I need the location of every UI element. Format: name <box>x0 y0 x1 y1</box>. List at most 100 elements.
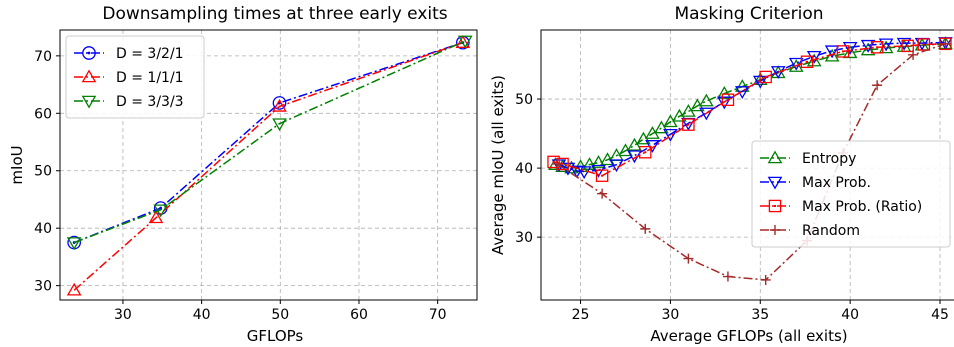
left-plot-frame <box>59 29 478 301</box>
right-chart: Masking Criterion Average GFLOPs (all ex… <box>489 4 954 345</box>
right-series-max-prob-ratio-marker-dot <box>806 60 809 63</box>
left-x-tick-label-70: 70 <box>429 307 447 323</box>
right-legend-item-max-prob-ratio-marker-box <box>768 199 782 213</box>
right-series-max-prob-ratio-marker <box>917 38 931 51</box>
left-series-d-3-3-3-marker <box>272 118 287 132</box>
right-legend-item-max-prob-label: Max Prob. <box>802 175 871 191</box>
left-legend-item-d-1-1-1: D = 1/1/1 <box>74 69 184 86</box>
right-series-entropy-marker <box>699 93 714 107</box>
left-series-d-3-2-1-marker-ring <box>272 96 287 110</box>
right-series-max-prob-ratio-marker-box <box>800 55 814 69</box>
right-series-max-prob-ratio-marker <box>836 45 850 58</box>
right-series-max-prob-marker <box>576 166 592 180</box>
right-series-entropy-marker <box>654 120 669 134</box>
right-series-max-prob-ratio-marker-dot <box>552 160 555 163</box>
right-series-random-marker <box>722 271 733 282</box>
right-series-max-prob-marker <box>896 37 912 51</box>
left-chart-title: Downsampling times at three early exits <box>102 4 447 24</box>
left-legend-item-d-3-2-1: D = 3/2/1 <box>74 46 184 62</box>
right-series-max-prob-ratio-marker-box <box>639 145 652 159</box>
right-chart-title: Masking Criterion <box>674 4 823 24</box>
right-x-tick-label-25: 25 <box>572 307 590 323</box>
left-series-d-3-2-1-line <box>73 41 464 244</box>
right-plot-frame <box>540 29 954 301</box>
left-series-d-3-3-3-marker <box>457 35 473 49</box>
right-series-random-marker <box>940 38 951 49</box>
left-series-d-1-1-1 <box>66 35 471 296</box>
right-series-max-prob-ratio-marker <box>870 41 884 54</box>
right-series-max-prob-ratio-marker-dot <box>687 123 690 126</box>
right-series-max-prob-ratio-marker <box>639 145 652 159</box>
left-series-d-3-3-3-marker <box>66 237 82 251</box>
right-series-entropy-marker <box>717 86 732 99</box>
left-series-d-1-1-1-marker <box>455 35 471 48</box>
right-series-random <box>552 38 951 285</box>
right-series-entropy-marker <box>591 155 606 168</box>
right-series-max-prob-ratio-marker-box <box>595 169 609 182</box>
right-y-tick-label-50: 50 <box>515 92 533 108</box>
left-series-d-3-3-3-marker <box>153 204 169 218</box>
right-series-max-prob-ratio-marker-box <box>682 118 695 131</box>
right-series-max-prob-marker <box>591 164 606 178</box>
left-legend-item-d-1-1-1-marker <box>81 69 97 83</box>
right-series-random-marker <box>640 223 651 234</box>
left-x-tick-label-50: 50 <box>271 307 289 323</box>
right-series-max-prob-marker <box>824 45 840 59</box>
left-series-d-1-1-1-line <box>73 41 464 291</box>
left-legend-item-d-3-3-3-marker <box>81 95 97 109</box>
right-series-max-prob-ratio-marker-dot <box>906 44 909 47</box>
right-series-max-prob-ratio-marker-dot <box>601 174 604 177</box>
right-y-axis-label: Average mIoU (all exits) <box>489 75 507 255</box>
left-y-tick-label-30: 30 <box>34 279 52 295</box>
right-x-tick-label-30: 30 <box>661 307 679 323</box>
left-series-d-1-1-1-marker <box>66 282 82 296</box>
right-legend-item-max-prob: Max Prob. <box>760 175 871 191</box>
left-series-d-1-1-1-marker <box>272 98 287 112</box>
right-series-max-prob-ratio-marker-dot <box>561 162 564 165</box>
right-series-random-marker <box>760 274 771 285</box>
left-x-tick-label-40: 40 <box>193 307 211 323</box>
right-series-entropy-marker <box>788 59 804 72</box>
right-legend-item-max-prob-ratio: Max Prob. (Ratio) <box>760 199 922 215</box>
left-x-tick-label-60: 60 <box>350 307 368 323</box>
right-series-max-prob-ratio-marker-box <box>836 45 850 58</box>
left-chart: Downsampling times at three early exits … <box>8 4 478 345</box>
right-legend-item-entropy: Entropy <box>760 150 856 167</box>
right-x-axis-label: Average GFLOPs (all exits) <box>650 327 847 345</box>
right-legend-item-max-prob-ratio-marker <box>768 199 782 213</box>
right-series-max-prob-ratio-marker-dot <box>644 151 647 154</box>
right-y-tick-label-40: 40 <box>515 161 533 177</box>
right-x-tick-label-40: 40 <box>841 307 859 323</box>
left-y-tick-label-40: 40 <box>34 221 52 237</box>
right-legend: Entropy Max Prob. Max Prob. (Ratio) Random <box>751 140 951 248</box>
right-series-max-prob-ratio-marker <box>721 93 735 106</box>
right-series-random-marker <box>872 80 883 91</box>
right-legend-item-random-label: Random <box>802 223 860 239</box>
left-series-d-1-1-1-marker <box>148 210 164 224</box>
left-legend-item-d-3-2-1-label: D = 3/2/1 <box>116 46 184 62</box>
right-series-max-prob-ratio-marker <box>682 118 695 131</box>
left-legend-item-d-3-2-1-marker-ring <box>82 46 96 60</box>
left-x-tick-label-30: 30 <box>114 307 132 323</box>
right-legend-item-entropy-label: Entropy <box>802 151 856 167</box>
right-series-max-prob-ratio <box>547 37 952 182</box>
left-y-axis-label: mIoU <box>8 145 26 184</box>
right-series-max-prob-ratio-marker <box>759 70 772 84</box>
left-legend: D = 3/2/1 D = 1/1/1 D = 3/3/3 <box>65 35 205 119</box>
right-series-max-prob-ratio-marker-box <box>870 41 884 54</box>
right-series-max-prob-ratio-marker-box <box>547 155 560 169</box>
right-x-tick-label-35: 35 <box>751 307 769 323</box>
right-series-max-prob-marker <box>663 128 678 142</box>
left-series-d-3-3-3 <box>66 35 473 251</box>
right-legend-item-max-prob-ratio-label: Max Prob. (Ratio) <box>802 199 922 215</box>
left-legend-box <box>65 35 205 119</box>
right-series-max-prob-ratio-marker <box>901 39 914 53</box>
left-x-axis-label: GFLOPs <box>247 327 304 345</box>
right-series-max-prob-ratio-marker-dot <box>764 75 767 78</box>
right-series-entropy-marker <box>627 137 642 151</box>
right-y-tick-label-30: 30 <box>515 230 533 246</box>
right-series-max-prob-ratio-marker-box <box>901 39 914 53</box>
right-series-max-prob-ratio-marker-box <box>721 93 735 106</box>
left-y-tick-label-50: 50 <box>34 164 52 180</box>
